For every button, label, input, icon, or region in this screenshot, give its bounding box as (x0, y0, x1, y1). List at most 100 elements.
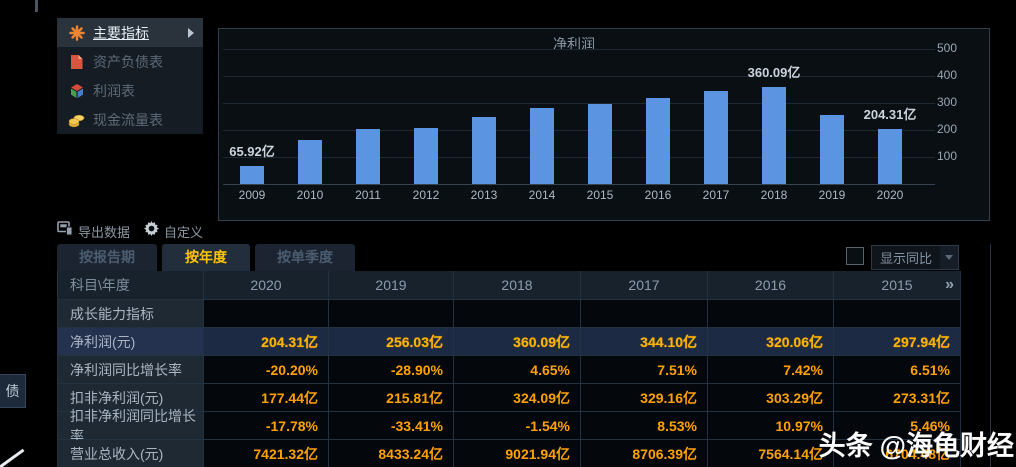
tab-by-year[interactable]: 按年度 (162, 244, 250, 271)
row-label: 扣非净利润同比增长率 (58, 408, 204, 444)
table-cell: 10.97% (708, 412, 834, 440)
x-axis-tick-label: 2010 (296, 188, 324, 202)
table-cell: 324.09亿 (454, 384, 581, 412)
chart-bar-2018[interactable] (762, 87, 786, 184)
table-cell: -20.20% (204, 356, 329, 384)
column-header-2017: 2017 (581, 271, 708, 300)
side-tab-bond[interactable]: 债 (0, 374, 26, 408)
sidebar-item-balance-sheet[interactable]: 资产负债表 (57, 47, 203, 76)
table-cell: -1.54% (454, 412, 581, 440)
show-yoy-checkbox[interactable] (846, 247, 864, 265)
table-cell: 5.46% (834, 412, 961, 440)
column-header-2015: 2015» (834, 271, 961, 300)
chart-bar-2019[interactable] (820, 115, 844, 184)
table-cell: 215.81亿 (329, 384, 454, 412)
table-cell: 204.31亿 (204, 328, 329, 356)
column-header-2018: 2018 (454, 271, 581, 300)
column-header-2019: 2019 (329, 271, 454, 300)
chart-plot-area: 2009 65.92亿 2010 2011 2012 2013 2014 2015 2016 20… (223, 49, 935, 202)
row-label: 净利润(元) (58, 328, 204, 356)
sidebar-item-main-indicators[interactable]: 主要指标 (57, 18, 203, 47)
watermark-handle: @海龟财经 (879, 431, 1014, 461)
y-axis-tick-label: 400 (937, 68, 958, 82)
chevron-right-icon (188, 27, 194, 38)
watermark-corner-stroke (0, 448, 25, 467)
table-cell: 273.31亿 (834, 384, 961, 412)
chart-bar-2015[interactable] (588, 104, 612, 184)
chart-bar-2012[interactable] (414, 128, 438, 184)
table-cell: -33.41% (329, 412, 454, 440)
watermark: 头条 @海龟财经 (819, 424, 1014, 463)
column-header-2016: 2016 (708, 271, 834, 300)
sidebar-item-income-statement[interactable]: 利润表 (57, 76, 203, 105)
chart-bar-2017[interactable] (704, 91, 728, 184)
table-cell: 7421.32亿 (204, 440, 329, 467)
table-cell: 8.53% (581, 412, 708, 440)
period-tabbar: 按报告期 按年度 按单季度 (57, 244, 355, 271)
table-cell: 7.51% (581, 356, 708, 384)
sidebar-item-cash-flow[interactable]: 现金流量表 (57, 105, 203, 134)
x-axis-tick-label: 2012 (412, 188, 440, 202)
y-axis-tick-label: 300 (937, 95, 958, 109)
table-cell: 320.06亿 (708, 328, 834, 356)
table-cell: 9021.94亿 (454, 440, 581, 467)
table-cell (204, 300, 329, 328)
table-cell: 297.94亿 (834, 328, 961, 356)
chart-bar-2011[interactable] (356, 129, 380, 184)
row-label: 成长能力指标 (58, 300, 204, 328)
tab-by-quarter[interactable]: 按单季度 (255, 244, 355, 271)
gridline (223, 130, 935, 131)
sidebar-item-label: 主要指标 (93, 24, 149, 41)
chart-bar-2016[interactable] (646, 98, 670, 184)
x-axis-tick-label: 2014 (528, 188, 556, 202)
x-axis-tick-label: 2017 (702, 188, 730, 202)
bar-value-label: 204.31亿 (863, 107, 917, 122)
sidebar-item-label: 利润表 (93, 82, 135, 99)
table-cell: 256.03亿 (329, 328, 454, 356)
chart-bar-2010[interactable] (298, 140, 322, 184)
export-data-button[interactable]: 导出数据 (57, 221, 130, 241)
show-yoy-label: 显示同比 (872, 246, 940, 269)
y-axis-tick-label: 100 (937, 149, 958, 163)
report-sidebar: 主要指标资产负债表利润表现金流量表 (57, 18, 203, 134)
table-cell: 329.16亿 (581, 384, 708, 412)
table-cell (581, 300, 708, 328)
customize-button[interactable]: 自定义 (144, 221, 203, 241)
gridline (223, 103, 935, 104)
chart-bar-2009[interactable] (240, 166, 264, 184)
show-yoy-dropdown[interactable]: 显示同比 (871, 245, 959, 270)
chart-bar-2013[interactable] (472, 117, 496, 184)
x-axis-tick-label: 2013 (470, 188, 498, 202)
financial-indicators-table: 科目\年度 2020 2019 2018 2017 2016 2015» 成长能力指标 净利润(… (57, 271, 961, 467)
x-axis-tick-label: 2019 (818, 188, 846, 202)
column-header-2020: 2020 (204, 271, 329, 300)
bar-value-label: 360.09亿 (747, 65, 801, 80)
gear-icon (144, 221, 160, 241)
gridline (223, 76, 935, 77)
chevron-down-icon[interactable] (940, 246, 958, 269)
y-axis-tick-label: 200 (937, 122, 958, 136)
gridline (223, 157, 935, 158)
y-axis-tick-label: 500 (937, 41, 958, 55)
customize-label: 自定义 (164, 224, 204, 240)
top-notch-divider (35, 0, 38, 12)
watermark-brand: 头条 (818, 431, 873, 461)
side-tab-label: 债 (5, 383, 20, 399)
table-cell: 7.42% (708, 356, 834, 384)
row-label: 扣非净利润(元) (58, 384, 204, 412)
sidebar-item-label: 现金流量表 (93, 111, 163, 128)
chart-bar-2020[interactable] (878, 129, 902, 184)
gridline (223, 49, 935, 50)
sidebar-item-label: 资产负债表 (93, 53, 163, 70)
row-label: 净利润同比增长率 (58, 356, 204, 384)
table-cell: 360.09亿 (454, 328, 581, 356)
table-cell (329, 300, 454, 328)
net-profit-chart-panel: 净利润 2009 65.92亿 2010 2011 2012 2013 2014 2015 20… (218, 28, 990, 221)
table-cell: 6704.48亿 (834, 440, 961, 467)
tab-by-report-period[interactable]: 按报告期 (57, 244, 157, 271)
chart-bar-2014[interactable] (530, 108, 554, 184)
x-axis-tick-label: 2009 (238, 188, 266, 202)
table-cell (834, 300, 961, 328)
more-columns-icon[interactable]: » (945, 276, 954, 293)
